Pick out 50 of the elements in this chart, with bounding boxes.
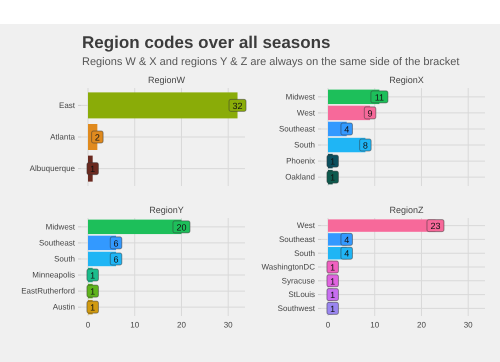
y-tick-label: Southeast [278, 124, 316, 134]
y-tick-label: Minneapolis [32, 270, 75, 280]
text: Regions W & X and regions Y & Z are always on the same side of the bracket [82, 56, 460, 68]
y-tick-label: Albuquerque [30, 164, 76, 174]
y-tick-label: WashingtonDC [261, 262, 316, 272]
y-tick-label: West [296, 108, 316, 118]
x-tick-label: 10 [370, 320, 380, 330]
y-tick-label: Southeast [38, 238, 76, 248]
x-tick-label: 0 [326, 320, 331, 330]
data-label: 4 [344, 248, 350, 259]
chart-title: RegionY [149, 205, 184, 215]
y-tick-label: Midwest [286, 92, 316, 102]
y-tick-label: South [294, 140, 315, 150]
x-tick-label: 20 [177, 320, 186, 330]
chart-title: RegionX [389, 75, 424, 85]
data-label: 23 [430, 221, 440, 232]
data-label: 9 [368, 108, 373, 118]
data-label: 32 [232, 100, 243, 111]
x-tick-label: 0 [86, 320, 91, 330]
y-tick-label: South [294, 248, 315, 258]
data-label: 8 [362, 140, 368, 151]
chart-title: RegionW [148, 75, 186, 85]
data-label: 6 [114, 238, 119, 248]
chart-title: RegionZ [389, 205, 424, 215]
y-tick-label: Oakland [285, 172, 315, 182]
y-tick-label: Southwest [278, 304, 316, 313]
y-tick-label: West [296, 221, 316, 230]
data-label: 11 [374, 92, 384, 102]
y-tick-label: Austin [52, 302, 75, 312]
data-label: 1 [90, 164, 96, 174]
y-tick-label: StLouis [288, 290, 315, 300]
y-tick-label: Atlanta [50, 132, 76, 142]
x-tick-label: 30 [464, 320, 474, 330]
y-tick-label: EastRutherford [21, 286, 75, 296]
data-label: 4 [344, 124, 350, 134]
y-tick-label: Phoenix [286, 156, 315, 166]
y-tick-label: East [58, 100, 76, 110]
data-label: 2 [94, 132, 100, 142]
data-label: 20 [176, 222, 186, 232]
x-tick-label: 30 [224, 320, 234, 330]
y-tick-label: Southeast [278, 234, 316, 244]
y-tick-label: Midwest [46, 222, 76, 232]
x-tick-label: 10 [130, 320, 140, 330]
data-label: 4 [344, 234, 350, 245]
data-label: 1 [330, 276, 336, 286]
data-label: 6 [114, 254, 119, 264]
text: Region codes over all seasons [82, 33, 330, 52]
y-tick-label: Syracuse [282, 276, 316, 286]
x-tick-label: 20 [417, 320, 426, 330]
y-tick-label: South [54, 254, 75, 264]
